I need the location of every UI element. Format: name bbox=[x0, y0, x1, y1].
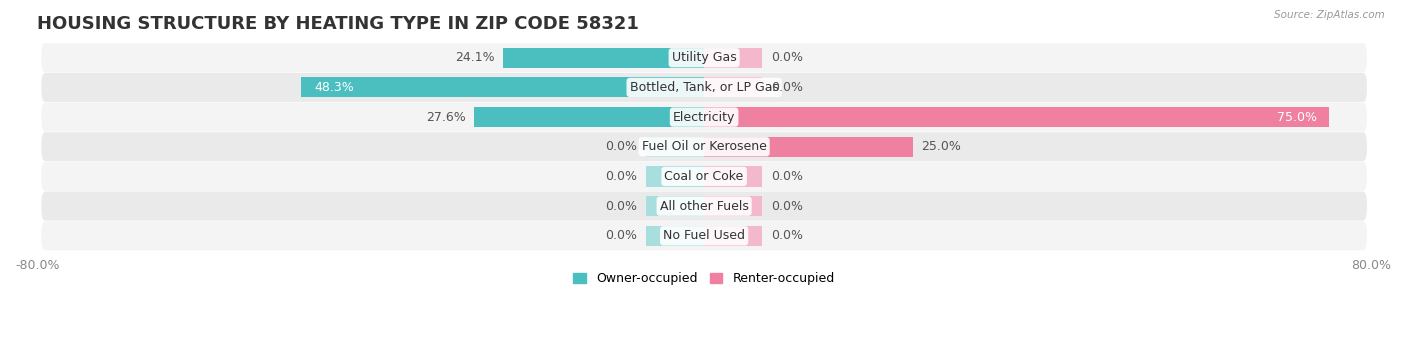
FancyBboxPatch shape bbox=[41, 132, 1367, 161]
Text: 75.0%: 75.0% bbox=[1277, 110, 1317, 123]
Text: 0.0%: 0.0% bbox=[606, 140, 637, 153]
Bar bbox=[704, 226, 762, 246]
Text: 25.0%: 25.0% bbox=[921, 140, 960, 153]
FancyBboxPatch shape bbox=[41, 221, 1367, 250]
FancyBboxPatch shape bbox=[41, 43, 1367, 72]
Text: No Fuel Used: No Fuel Used bbox=[664, 229, 745, 242]
Text: Utility Gas: Utility Gas bbox=[672, 51, 737, 64]
Text: 0.0%: 0.0% bbox=[770, 51, 803, 64]
Text: 0.0%: 0.0% bbox=[770, 170, 803, 183]
Text: 27.6%: 27.6% bbox=[426, 110, 465, 123]
Bar bbox=[301, 77, 704, 98]
Text: 0.0%: 0.0% bbox=[770, 229, 803, 242]
Text: 24.1%: 24.1% bbox=[456, 51, 495, 64]
Text: 0.0%: 0.0% bbox=[606, 229, 637, 242]
Text: Coal or Coke: Coal or Coke bbox=[665, 170, 744, 183]
Text: 48.3%: 48.3% bbox=[314, 81, 354, 94]
Bar bbox=[503, 48, 704, 68]
FancyBboxPatch shape bbox=[41, 192, 1367, 221]
Text: 0.0%: 0.0% bbox=[770, 199, 803, 212]
Text: Electricity: Electricity bbox=[673, 110, 735, 123]
Bar bbox=[704, 107, 1329, 127]
FancyBboxPatch shape bbox=[41, 73, 1367, 102]
Text: 0.0%: 0.0% bbox=[606, 170, 637, 183]
FancyBboxPatch shape bbox=[41, 103, 1367, 132]
Text: Source: ZipAtlas.com: Source: ZipAtlas.com bbox=[1274, 10, 1385, 20]
Text: All other Fuels: All other Fuels bbox=[659, 199, 748, 212]
Text: Bottled, Tank, or LP Gas: Bottled, Tank, or LP Gas bbox=[630, 81, 779, 94]
Bar bbox=[645, 137, 704, 157]
Legend: Owner-occupied, Renter-occupied: Owner-occupied, Renter-occupied bbox=[568, 267, 839, 290]
Text: 0.0%: 0.0% bbox=[770, 81, 803, 94]
Bar bbox=[645, 226, 704, 246]
Bar bbox=[704, 48, 762, 68]
Bar bbox=[704, 196, 762, 216]
Bar bbox=[474, 107, 704, 127]
Bar bbox=[704, 77, 762, 98]
Bar bbox=[645, 196, 704, 216]
Text: HOUSING STRUCTURE BY HEATING TYPE IN ZIP CODE 58321: HOUSING STRUCTURE BY HEATING TYPE IN ZIP… bbox=[37, 15, 640, 33]
Bar bbox=[704, 166, 762, 187]
Bar bbox=[645, 166, 704, 187]
Bar bbox=[704, 137, 912, 157]
Text: 0.0%: 0.0% bbox=[606, 199, 637, 212]
Text: Fuel Oil or Kerosene: Fuel Oil or Kerosene bbox=[641, 140, 766, 153]
FancyBboxPatch shape bbox=[41, 162, 1367, 191]
